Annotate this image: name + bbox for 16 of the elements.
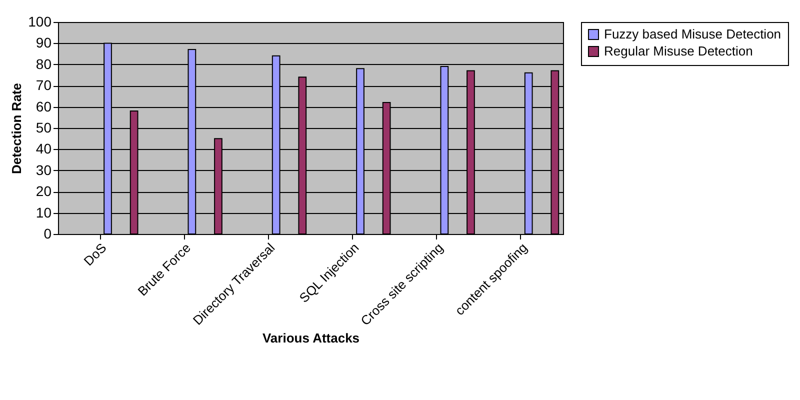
legend-label: Fuzzy based Misuse Detection bbox=[604, 26, 782, 42]
y-tick-label: 80 bbox=[36, 56, 52, 72]
y-tick-label: 70 bbox=[36, 77, 52, 94]
y-tick-label: 0 bbox=[44, 226, 52, 242]
y-tick-label: 50 bbox=[36, 120, 52, 136]
legend-label: Regular Misuse Detection bbox=[604, 44, 753, 58]
y-tick-label: 40 bbox=[36, 140, 52, 157]
y-tick-label: 20 bbox=[36, 183, 52, 200]
y-tick-label: 30 bbox=[36, 162, 52, 178]
y-tick-label: 10 bbox=[36, 204, 52, 220]
y-tick-label: 60 bbox=[36, 98, 52, 114]
x-axis-title: Various Attacks bbox=[262, 330, 360, 346]
y-tick-label: 100 bbox=[28, 14, 52, 30]
y-tick-label: 90 bbox=[36, 34, 52, 51]
y-axis-title: Detection Rate bbox=[9, 82, 24, 174]
x-tick-label: DoS bbox=[80, 240, 110, 269]
